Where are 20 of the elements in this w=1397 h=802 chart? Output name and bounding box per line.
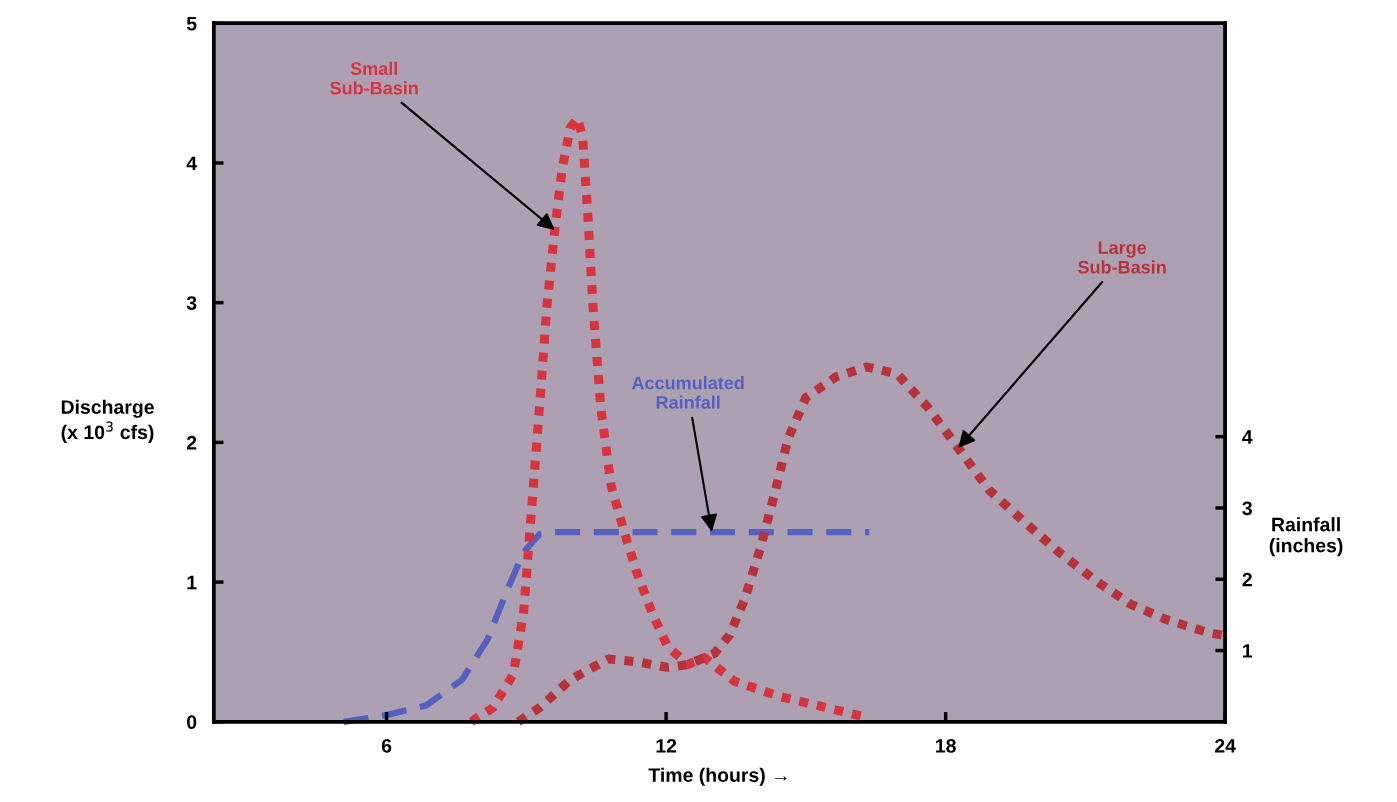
y-tick-label: 1 [187, 575, 197, 590]
y-axis-title: Discharge (x 10$^{3}$ cfs) [61, 399, 154, 443]
x-tick-label: 12 [656, 738, 677, 753]
y-tick-label: 2 [186, 435, 197, 450]
y2-tick-label: 1 [1243, 644, 1253, 658]
x-axis-title: Time (hours) → [648, 767, 787, 786]
x-tick-label: 6 [381, 738, 392, 753]
y2-tick-label: 2 [1242, 572, 1252, 587]
annotation: Small Sub-Basin [330, 61, 418, 95]
annotation: Large Sub-Basin [1077, 241, 1166, 274]
y-tick-label: 4 [186, 156, 197, 171]
y-tick-label: 3 [186, 296, 197, 310]
y2-axis-title: Rainfall (inches) [1269, 517, 1343, 557]
y-tick-label: 5 [186, 16, 197, 31]
x-tick-label: 18 [936, 738, 956, 753]
y2-tick-label: 4 [1242, 430, 1253, 444]
x-tick-label: 24 [1215, 738, 1236, 753]
annotation: Accumulated Rainfall [631, 376, 744, 409]
y-tick-label: 0 [187, 715, 197, 730]
y2-tick-label: 3 [1242, 501, 1252, 516]
